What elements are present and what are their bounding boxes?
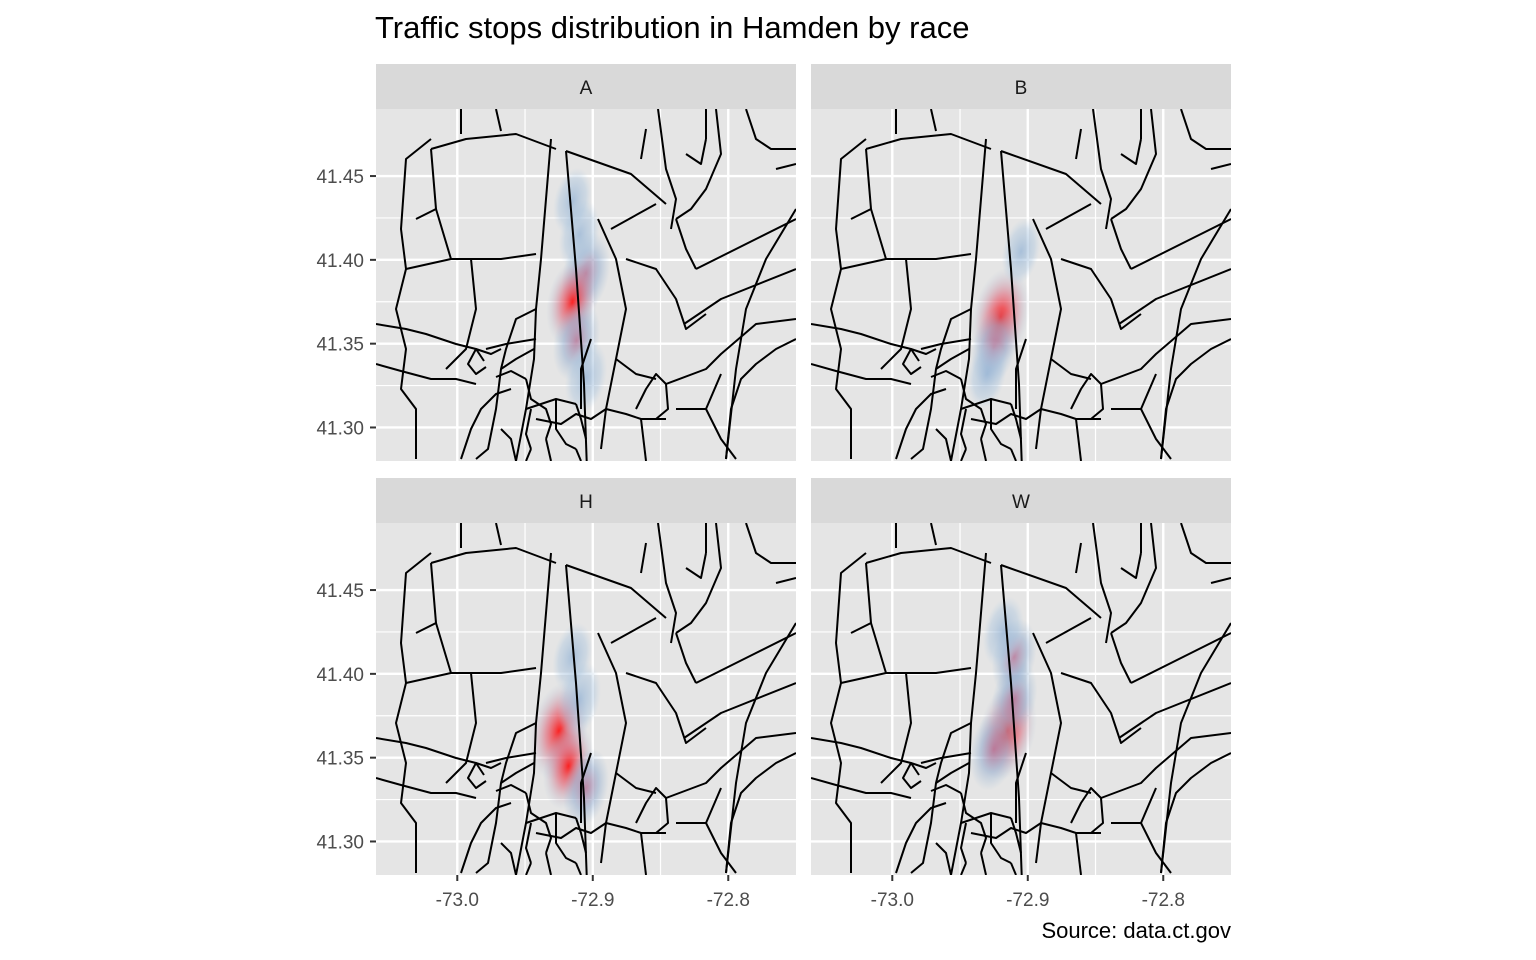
x-tick-label: -73.0 — [871, 890, 914, 911]
facet-label-a: A — [580, 78, 593, 99]
x-tick-label: -72.8 — [1142, 890, 1185, 911]
y-tick-label: 41.45 — [316, 167, 364, 188]
density-layer — [546, 167, 611, 414]
x-axis-left-column: -73.0 -72.9 -72.8 — [436, 875, 750, 911]
x-tick-label: -73.0 — [436, 890, 479, 911]
y-axis-bottom-row: 41.30 41.35 41.40 41.45 — [316, 581, 376, 853]
x-tick-label: -72.9 — [571, 890, 614, 911]
facet-label-h: H — [579, 492, 593, 513]
y-axis-top-row: 41.30 41.35 41.40 41.45 — [316, 167, 376, 439]
density-contour — [562, 748, 610, 828]
facet-label-w: W — [1012, 492, 1030, 513]
x-tick-label: -72.9 — [1006, 890, 1049, 911]
source-caption: Source: data.ct.gov — [1041, 918, 1231, 943]
facet-panel-a: A — [376, 64, 796, 461]
facet-strip-h — [376, 478, 796, 523]
density-layer — [969, 596, 1038, 791]
facet-panel-h: H — [376, 478, 796, 875]
facet-label-b: B — [1015, 78, 1028, 99]
y-tick-label: 41.40 — [316, 251, 364, 272]
y-tick-label: 41.30 — [316, 418, 364, 439]
density-contour — [564, 340, 608, 414]
y-tick-label: 41.35 — [316, 749, 364, 770]
y-tick-label: 41.45 — [316, 581, 364, 602]
x-tick-label: -72.8 — [707, 890, 750, 911]
facet-panel-b: B — [811, 64, 1231, 461]
facet-panel-w: W — [811, 478, 1231, 875]
x-axis-right-column: -73.0 -72.9 -72.8 — [871, 875, 1185, 911]
chart-title: Traffic stops distribution in Hamden by … — [375, 10, 969, 45]
density-contour — [553, 167, 592, 235]
density-contour — [552, 622, 593, 692]
density-contour — [982, 596, 1024, 668]
y-tick-label: 41.35 — [316, 335, 364, 356]
facet-strip-w — [811, 478, 1231, 523]
density-contour — [967, 339, 1008, 409]
facet-strip-b — [811, 64, 1231, 109]
y-tick-label: 41.30 — [316, 832, 364, 853]
y-tick-label: 41.40 — [316, 665, 364, 686]
facet-strip-a — [376, 64, 796, 109]
